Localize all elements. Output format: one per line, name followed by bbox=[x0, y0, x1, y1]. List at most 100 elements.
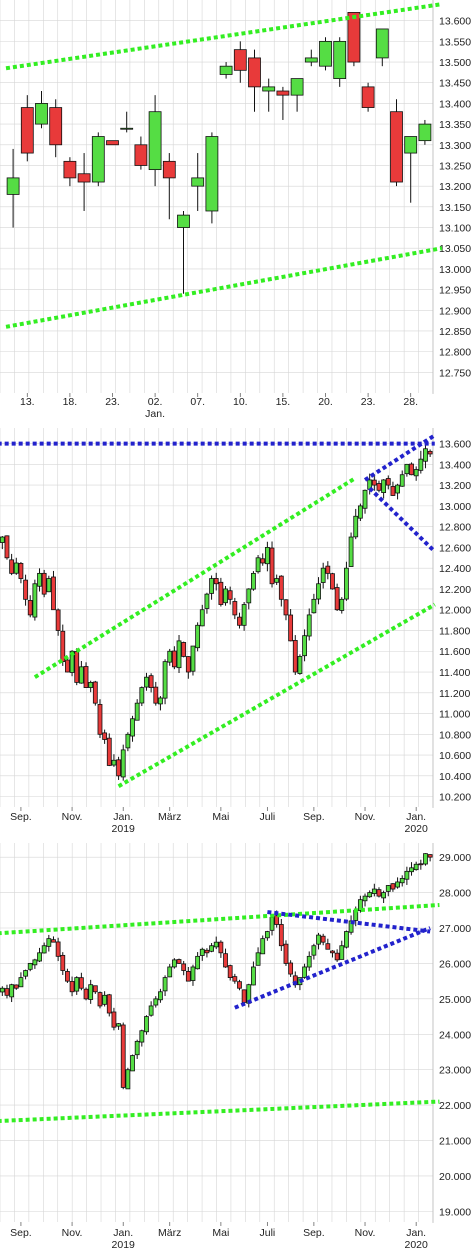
candle-down bbox=[371, 474, 377, 491]
candle-body bbox=[134, 1040, 140, 1056]
y-tick-label: 25.000 bbox=[439, 994, 471, 1006]
candle-up bbox=[88, 979, 94, 1004]
candle-body bbox=[251, 572, 256, 590]
candle-body bbox=[77, 173, 91, 183]
candle-body bbox=[20, 107, 34, 154]
x-tick-label: Mai bbox=[212, 811, 229, 823]
y-tick-label: 21.000 bbox=[439, 1136, 471, 1148]
candle-down bbox=[162, 153, 176, 220]
candle-down bbox=[227, 964, 233, 981]
y-tick-label: 12.400 bbox=[439, 563, 471, 575]
candle-body bbox=[297, 656, 303, 674]
candle-body bbox=[63, 160, 77, 179]
x-tick-label: 28. bbox=[403, 396, 418, 408]
candle-body bbox=[362, 489, 368, 509]
candle-body bbox=[148, 111, 162, 171]
candle-body bbox=[120, 1024, 126, 1088]
x-tick-label: Juli bbox=[259, 811, 275, 823]
candle-body bbox=[353, 515, 359, 538]
trend-lines bbox=[0, 902, 440, 1123]
candles bbox=[0, 444, 433, 781]
candle-body bbox=[409, 867, 414, 873]
candle-body bbox=[102, 994, 108, 1005]
y-tick-label: 11.800 bbox=[439, 625, 470, 637]
candle-body bbox=[269, 547, 275, 585]
candle-body bbox=[262, 86, 276, 92]
candle-body bbox=[283, 599, 289, 616]
candle-up bbox=[27, 962, 33, 972]
candle-body bbox=[395, 881, 400, 888]
candle-up bbox=[209, 575, 214, 600]
y-tick-label: 28.000 bbox=[439, 888, 471, 900]
candle-up bbox=[413, 861, 419, 871]
candles bbox=[0, 853, 433, 1090]
x-tick-sublabel: 2019 bbox=[112, 823, 136, 835]
candle-body bbox=[381, 892, 387, 899]
candle-body bbox=[125, 1069, 131, 1090]
candle-body bbox=[49, 107, 63, 146]
channel-trend-line bbox=[5, 246, 443, 329]
candle-body bbox=[330, 573, 335, 590]
x-tick-label: 18. bbox=[63, 396, 78, 408]
candle-body bbox=[148, 675, 154, 688]
candle-up bbox=[302, 963, 307, 979]
candle-body bbox=[304, 57, 318, 63]
candle-body bbox=[264, 931, 270, 939]
candle-up bbox=[134, 699, 140, 721]
candle-body bbox=[278, 575, 284, 600]
candle-body bbox=[65, 659, 70, 673]
candles bbox=[6, 12, 432, 294]
candle-body bbox=[399, 474, 405, 487]
candle-down bbox=[218, 577, 224, 607]
candle-up bbox=[91, 132, 105, 187]
candle-up bbox=[306, 951, 312, 971]
candle-down bbox=[181, 641, 187, 658]
y-tick-label: 13.300 bbox=[439, 140, 471, 152]
candle-up bbox=[204, 592, 210, 614]
candle-body bbox=[409, 463, 414, 476]
candle-down bbox=[232, 973, 238, 984]
candle-body bbox=[204, 593, 210, 609]
candle-body bbox=[69, 981, 75, 993]
candle-body bbox=[418, 458, 424, 471]
candle-body bbox=[181, 963, 187, 971]
candle-down bbox=[288, 609, 294, 642]
candle-down bbox=[320, 933, 326, 946]
candle-body bbox=[219, 65, 233, 75]
candle-up bbox=[13, 557, 19, 575]
candle-body bbox=[418, 123, 432, 142]
candle-body bbox=[83, 988, 89, 1000]
candle-down bbox=[83, 662, 89, 688]
candle-body bbox=[367, 892, 373, 898]
x-tick-sublabel: 2020 bbox=[404, 823, 428, 835]
candle-body bbox=[260, 558, 266, 564]
candle-down bbox=[269, 541, 275, 588]
y-tick-label: 13.200 bbox=[439, 480, 471, 492]
channel-trend-line bbox=[5, 2, 443, 71]
candle-up bbox=[339, 597, 345, 614]
candle-down bbox=[78, 972, 84, 991]
candle-down bbox=[20, 95, 34, 162]
y-tick-label: 10.400 bbox=[439, 771, 471, 783]
candle-body bbox=[248, 57, 261, 88]
candle-body bbox=[91, 136, 105, 183]
candle-up bbox=[367, 890, 373, 898]
candle-up bbox=[88, 680, 94, 693]
candle-up bbox=[41, 942, 47, 954]
candle-down bbox=[278, 575, 284, 607]
candle-body bbox=[27, 600, 33, 616]
pattern-trend-line bbox=[267, 910, 431, 934]
candle-down bbox=[427, 854, 433, 862]
candle-body bbox=[306, 955, 312, 968]
candle-body bbox=[311, 598, 317, 614]
candle-body bbox=[385, 885, 391, 892]
candle-body bbox=[237, 616, 242, 626]
candle-body bbox=[32, 583, 38, 618]
candle-body bbox=[176, 640, 182, 669]
candle-up bbox=[219, 62, 233, 79]
y-tick-label: 13.200 bbox=[439, 181, 471, 193]
x-tick-sublabel: Jan. bbox=[145, 408, 165, 420]
y-tick-label: 13.250 bbox=[439, 160, 471, 172]
candle-down bbox=[51, 570, 56, 611]
